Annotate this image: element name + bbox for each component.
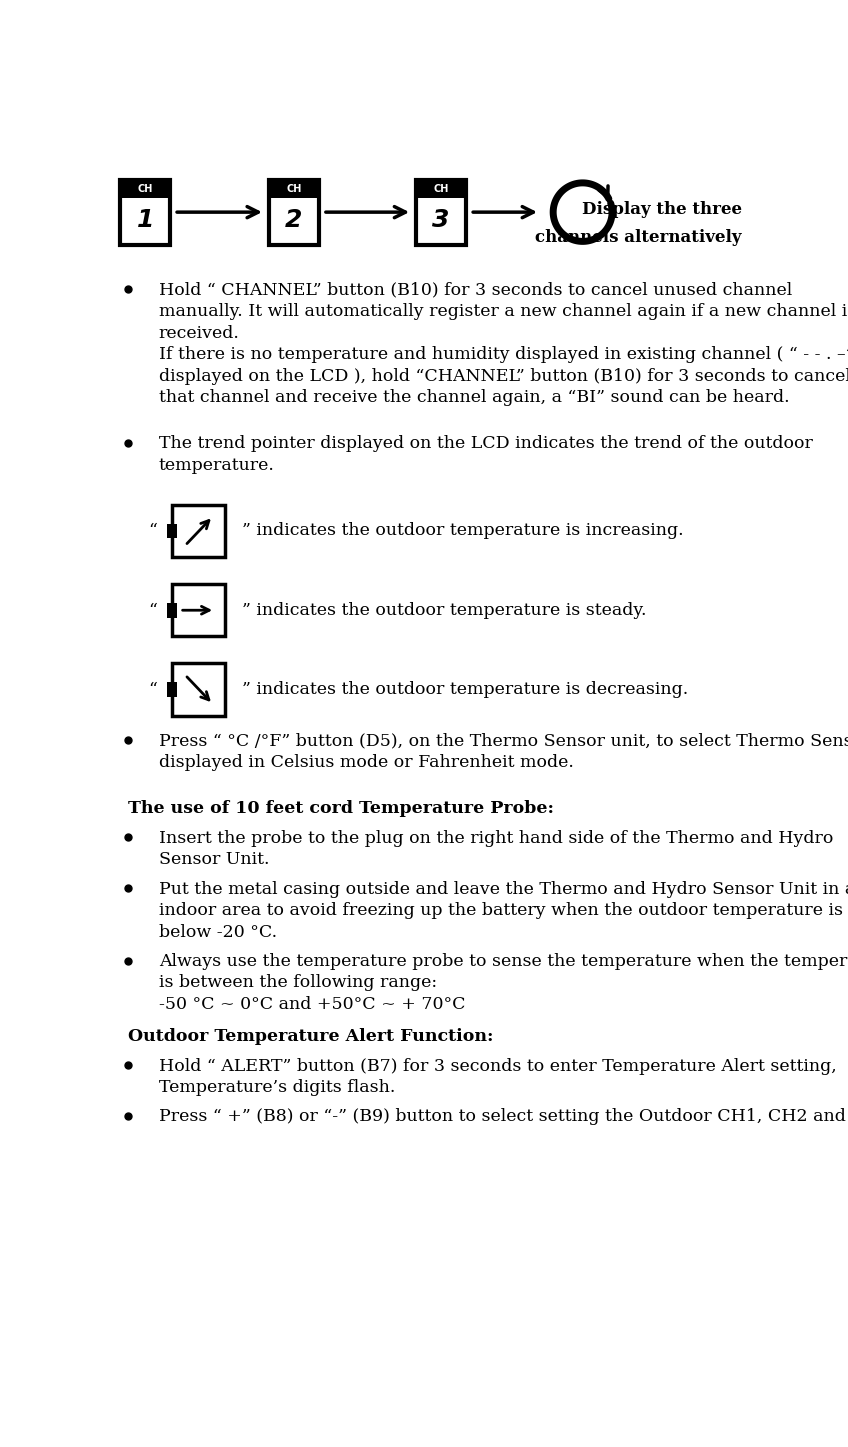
Text: ” indicates the outdoor temperature is increasing.: ” indicates the outdoor temperature is i… — [242, 522, 683, 540]
Bar — [172, 585, 225, 637]
Bar — [269, 179, 319, 245]
Text: Press “ +” (B8) or “-” (B9) button to select setting the Outdoor CH1, CH2 and: Press “ +” (B8) or “-” (B9) button to se… — [159, 1108, 845, 1126]
Text: ” indicates the outdoor temperature is steady.: ” indicates the outdoor temperature is s… — [242, 602, 646, 619]
Bar — [120, 179, 170, 198]
Bar — [166, 603, 177, 618]
Text: The trend pointer displayed on the LCD indicates the trend of the outdoor: The trend pointer displayed on the LCD i… — [159, 436, 812, 453]
Bar — [166, 682, 177, 697]
Text: If there is no temperature and humidity displayed in existing channel ( “ - - . : If there is no temperature and humidity … — [159, 346, 848, 363]
Bar — [172, 505, 225, 557]
Text: below -20 °C.: below -20 °C. — [159, 923, 276, 941]
Text: channels alternatively: channels alternatively — [535, 229, 741, 246]
Text: ” indicates the outdoor temperature is decreasing.: ” indicates the outdoor temperature is d… — [242, 682, 688, 697]
Bar — [269, 179, 319, 198]
Text: “: “ — [148, 602, 158, 619]
Text: Temperature’s digits flash.: Temperature’s digits flash. — [159, 1079, 395, 1097]
Text: CH: CH — [433, 184, 449, 194]
Bar — [416, 179, 466, 198]
Text: Display the three: Display the three — [582, 201, 741, 217]
Text: 1: 1 — [137, 208, 153, 233]
Bar — [166, 524, 177, 538]
Text: Outdoor Temperature Alert Function:: Outdoor Temperature Alert Function: — [128, 1029, 494, 1045]
Text: Always use the temperature probe to sense the temperature when the temperature: Always use the temperature probe to sens… — [159, 954, 848, 969]
Text: manually. It will automatically register a new channel again if a new channel is: manually. It will automatically register… — [159, 302, 848, 320]
Text: indoor area to avoid freezing up the battery when the outdoor temperature is: indoor area to avoid freezing up the bat… — [159, 901, 843, 919]
Text: The use of 10 feet cord Temperature Probe:: The use of 10 feet cord Temperature Prob… — [128, 800, 554, 818]
Text: displayed on the LCD ), hold “CHANNEL” button (B10) for 3 seconds to cancel: displayed on the LCD ), hold “CHANNEL” b… — [159, 368, 848, 385]
Text: Put the metal casing outside and leave the Thermo and Hydro Sensor Unit in a: Put the metal casing outside and leave t… — [159, 881, 848, 897]
Text: “: “ — [148, 682, 158, 697]
Text: that channel and receive the channel again, a “BI” sound can be heard.: that channel and receive the channel aga… — [159, 389, 789, 407]
Bar — [172, 663, 225, 716]
Bar — [416, 179, 466, 245]
Text: displayed in Celsius mode or Fahrenheit mode.: displayed in Celsius mode or Fahrenheit … — [159, 754, 573, 771]
Text: “: “ — [148, 522, 158, 540]
Text: Hold “ CHANNEL” button (B10) for 3 seconds to cancel unused channel: Hold “ CHANNEL” button (B10) for 3 secon… — [159, 281, 792, 298]
Text: -50 °C ~ 0°C and +50°C ~ + 70°C: -50 °C ~ 0°C and +50°C ~ + 70°C — [159, 996, 466, 1013]
Bar — [120, 179, 170, 245]
Text: Press “ °C /°F” button (D5), on the Thermo Sensor unit, to select Thermo Sensor: Press “ °C /°F” button (D5), on the Ther… — [159, 732, 848, 750]
Text: 2: 2 — [285, 208, 303, 233]
Text: Hold “ ALERT” button (B7) for 3 seconds to enter Temperature Alert setting,: Hold “ ALERT” button (B7) for 3 seconds … — [159, 1058, 836, 1075]
Text: is between the following range:: is between the following range: — [159, 974, 437, 991]
Text: CH: CH — [287, 184, 302, 194]
Text: Insert the probe to the plug on the right hand side of the Thermo and Hydro: Insert the probe to the plug on the righ… — [159, 829, 833, 846]
Text: temperature.: temperature. — [159, 457, 275, 475]
Text: Sensor Unit.: Sensor Unit. — [159, 851, 269, 868]
Text: received.: received. — [159, 324, 240, 341]
Text: CH: CH — [137, 184, 153, 194]
Text: 3: 3 — [432, 208, 450, 233]
